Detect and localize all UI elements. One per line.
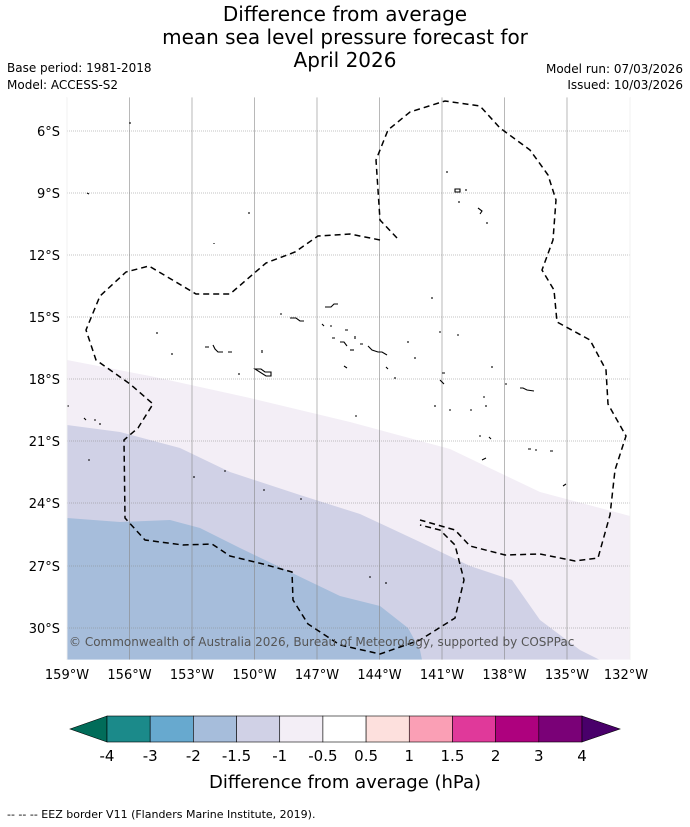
island (263, 483, 567, 500)
colorbar-tick-label: 0.5 (354, 747, 378, 765)
colorbar-over-arrow (581, 715, 621, 743)
colorbar-tick-label: -1.5 (222, 747, 251, 765)
island (360, 343, 388, 356)
island (325, 303, 338, 308)
colorbar-tick-label: 2 (491, 747, 501, 765)
island (280, 313, 304, 322)
island (434, 396, 487, 411)
lon-label: 159°W (45, 668, 89, 683)
colorbar-box (322, 715, 367, 743)
island (407, 331, 459, 343)
colorbar-box (236, 715, 281, 743)
island (454, 188, 461, 193)
map-frame (66, 96, 631, 661)
lon-label: 135°W (545, 668, 589, 683)
island (385, 357, 416, 379)
lon-label: 150°W (232, 668, 276, 683)
colorbar-tick-label: -3 (143, 747, 158, 765)
lon-label: 132°W (604, 668, 648, 683)
longitude-labels: 159°W 156°W 153°W 150°W 147°W 144°W 141°… (45, 668, 648, 683)
colorbar-under-arrow (69, 715, 108, 743)
colorbar-box (495, 715, 540, 743)
island (520, 387, 535, 392)
island (321, 323, 332, 327)
colorbar-boxes (106, 715, 583, 743)
base-period: Base period: 1981-2018 (7, 61, 152, 75)
island (205, 344, 232, 353)
lon-label: 138°W (482, 668, 526, 683)
model-name: Model: ACCESS-S2 (7, 78, 119, 92)
island (479, 435, 492, 440)
eez-border-north (375, 100, 627, 562)
colorbar-ticks: -4 -3 -2 -1.5 -1 -0.5 0.5 1 1.5 2 3 4 (100, 747, 587, 765)
lon-label: 144°W (357, 668, 401, 683)
colorbar-tick-label: -4 (100, 747, 115, 765)
lat-label: 21°S (29, 435, 60, 450)
lat-label: 18°S (29, 373, 60, 388)
island (253, 368, 272, 377)
title-line-1: Difference from average (222, 2, 468, 26)
lat-label: 24°S (29, 497, 60, 512)
colorbar-box (106, 715, 151, 743)
colorbar-title: Difference from average (hPa) (209, 772, 481, 793)
island (88, 459, 226, 478)
lon-label: 147°W (295, 668, 339, 683)
map: 6°S 9°S 12°S 15°S 18°S 21°S 24°S 27°S 30… (29, 96, 648, 683)
island (86, 192, 90, 195)
island (67, 405, 357, 425)
colorbar-box (408, 715, 453, 743)
island (156, 332, 173, 355)
lon-label: 153°W (170, 668, 214, 683)
colorbar-box (365, 715, 410, 743)
eez-footnote: -- -- -- EEZ border V11 (Flanders Marine… (7, 808, 316, 821)
island (481, 448, 553, 461)
island (332, 337, 348, 347)
island (369, 576, 387, 584)
colorbar-box (538, 715, 583, 743)
island (477, 207, 483, 215)
colorbar-tick-label: 3 (534, 747, 544, 765)
title-line-2: mean sea level pressure forecast for (162, 25, 528, 49)
island (439, 372, 445, 385)
latitude-labels: 6°S 9°S 12°S 15°S 18°S 21°S 24°S 27°S 30… (29, 125, 60, 637)
colorbar-tick-label: 4 (577, 747, 587, 765)
colorbar-tick-label: 1 (404, 747, 414, 765)
colorbar-box (149, 715, 194, 743)
colorbar-box (452, 715, 496, 743)
lon-label: 156°W (107, 668, 151, 683)
lat-label: 12°S (29, 249, 60, 264)
anomaly-shading (67, 360, 630, 660)
colorbar-box (193, 715, 237, 743)
lat-label: 30°S (29, 622, 60, 637)
issued-date: Issued: 10/03/2026 (567, 78, 683, 92)
lat-label: 9°S (37, 187, 60, 202)
colorbar-tick-label: -2 (186, 747, 201, 765)
lat-label: 6°S (37, 125, 60, 140)
islands (67, 122, 567, 584)
island (238, 365, 348, 375)
lon-label: 141°W (420, 668, 464, 683)
band-neg-1-5-to-neg-2 (67, 518, 422, 660)
colorbar-tick-label: -1 (272, 747, 287, 765)
eez-border-west (85, 233, 465, 655)
eez-borders (85, 100, 627, 655)
island (491, 366, 507, 385)
lat-label: 27°S (29, 560, 60, 575)
island (345, 329, 356, 339)
copyright-notice: © Commonwealth of Australia 2026, Bureau… (69, 635, 574, 649)
lat-label: 15°S (29, 311, 60, 326)
colorbar-box (279, 715, 324, 743)
title-line-3: April 2026 (293, 48, 397, 72)
colorbar-tick-label: -0.5 (308, 747, 337, 765)
colorbar-tick-label: 1.5 (441, 747, 465, 765)
model-run: Model run: 07/03/2026 (545, 62, 683, 76)
